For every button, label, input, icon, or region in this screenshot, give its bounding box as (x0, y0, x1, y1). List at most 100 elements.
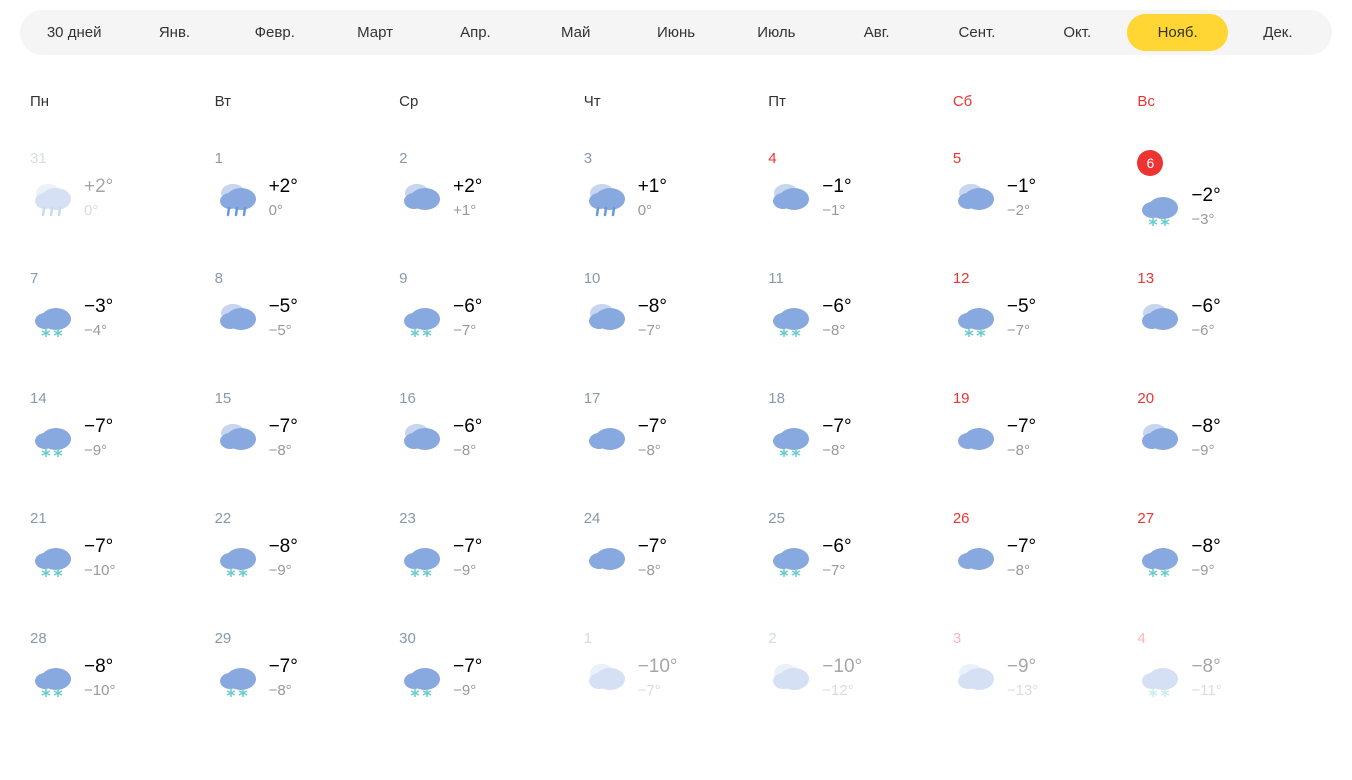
day-cell[interactable]: 3−9°−13° (953, 618, 1138, 738)
tab-9[interactable]: Сент. (927, 14, 1027, 51)
day-cell[interactable]: 23−7°−9° (399, 498, 584, 618)
day-cell[interactable]: 25 −6°−7° (768, 498, 953, 618)
temp-low: −7° (822, 562, 851, 579)
temp-high: −7° (84, 536, 115, 558)
day-cell[interactable]: 2 −10°−12° (768, 618, 953, 738)
temp-high: −9° (1007, 656, 1038, 678)
day-cell[interactable]: 24−7°−8° (584, 498, 769, 618)
day-cell[interactable]: 26−7°−8° (953, 498, 1138, 618)
month-tabs: 30 днейЯнв.Февр.МартАпр.МайИюньИюльАвг.С… (20, 10, 1332, 55)
temp-high: −6° (822, 296, 851, 318)
tab-7[interactable]: Июль (726, 14, 826, 51)
day-cell[interactable]: 20−8°−9° (1137, 378, 1322, 498)
tab-3[interactable]: Март (325, 14, 425, 51)
tab-0[interactable]: 30 дней (24, 14, 124, 51)
day-cell[interactable]: 30−7°−9° (399, 618, 584, 738)
tab-2[interactable]: Февр. (225, 14, 325, 51)
day-cell[interactable]: 11−6°−8° (768, 258, 953, 378)
rain-icon (30, 175, 74, 219)
day-cell[interactable]: 16−6°−8° (399, 378, 584, 498)
day-date: 4 (1137, 630, 1322, 647)
day-row: −7°−8° (953, 415, 1138, 459)
day-cell[interactable]: 22−8°−9° (215, 498, 400, 618)
cloudy-icon (953, 655, 997, 699)
day-cell[interactable]: 14−7°−9° (30, 378, 215, 498)
day-cell[interactable]: 15−7°−8° (215, 378, 400, 498)
day-date: 25 (768, 510, 953, 527)
day-cell[interactable]: 13−6°−6° (1137, 258, 1322, 378)
day-cell[interactable]: 4−1°−1° (768, 138, 953, 258)
tab-6[interactable]: Июнь (626, 14, 726, 51)
day-cell[interactable]: 17 −7°−8° (584, 378, 769, 498)
day-temps: −7°−8° (638, 536, 667, 579)
tab-10[interactable]: Окт. (1027, 14, 1127, 51)
day-date: 11 (768, 270, 953, 287)
cloudy-icon (953, 175, 997, 219)
day-cell[interactable]: 21−7°−10° (30, 498, 215, 618)
day-temps: −7°−9° (84, 416, 113, 459)
day-cell[interactable]: 7−3°−4° (30, 258, 215, 378)
snow-icon (30, 655, 74, 699)
tab-11[interactable]: Нояб. (1127, 14, 1227, 51)
temp-low: 0° (84, 202, 113, 219)
tab-1[interactable]: Янв. (124, 14, 224, 51)
day-cell[interactable]: 4 −8°−11° (1137, 618, 1322, 738)
day-date: 26 (953, 510, 1138, 527)
day-date: 13 (1137, 270, 1322, 287)
day-row: −10°−7° (584, 655, 769, 699)
day-cell[interactable]: 29−7°−8° (215, 618, 400, 738)
tab-8[interactable]: Авг. (827, 14, 927, 51)
tab-5[interactable]: Май (526, 14, 626, 51)
temp-low: 0° (638, 202, 667, 219)
day-temps: −5°−5° (269, 296, 298, 339)
day-cell[interactable]: 1+2°0° (215, 138, 400, 258)
day-row: −1°−2° (953, 175, 1138, 219)
weekday-1: Вт (215, 85, 400, 118)
day-date: 6 (1137, 150, 1163, 176)
snow-icon (1137, 535, 1181, 579)
day-cell[interactable]: 12−5°−7° (953, 258, 1138, 378)
temp-low: −9° (84, 442, 113, 459)
day-date: 5 (953, 150, 1138, 167)
day-date: 7 (30, 270, 215, 287)
day-row: −7°−8° (215, 655, 400, 699)
cloudy-icon (399, 415, 443, 459)
day-row: −5°−5° (215, 295, 400, 339)
day-cell[interactable]: 19−7°−8° (953, 378, 1138, 498)
day-temps: −8°−10° (84, 656, 115, 699)
day-cell[interactable]: 27−8°−9° (1137, 498, 1322, 618)
day-date: 21 (30, 510, 215, 527)
day-temps: −8°−9° (1191, 536, 1220, 579)
snow-icon (768, 415, 812, 459)
day-row: −7°−8° (584, 415, 769, 459)
temp-high: −8° (1191, 536, 1220, 558)
temp-high: +1° (638, 176, 667, 198)
day-date: 17 (584, 390, 769, 407)
tab-12[interactable]: Дек. (1228, 14, 1328, 51)
day-cell[interactable]: 10−8°−7° (584, 258, 769, 378)
day-cell[interactable]: 5 −1°−2° (953, 138, 1138, 258)
day-row: −8°−11° (1137, 655, 1322, 699)
day-cell[interactable]: 18−7°−8° (768, 378, 953, 498)
day-temps: −10°−12° (822, 656, 862, 699)
temp-high: −10° (638, 656, 678, 678)
day-row: −8°−9° (215, 535, 400, 579)
day-row: −6°−7° (768, 535, 953, 579)
day-cell[interactable]: 3+1°0° (584, 138, 769, 258)
day-row: −1°−1° (768, 175, 953, 219)
cloudy-icon (1137, 415, 1181, 459)
day-cell[interactable]: 28−8°−10° (30, 618, 215, 738)
day-cell[interactable]: 6−2°−3° (1137, 138, 1322, 258)
calendar-grid: 31+2°0°1+2°0°2+2°+1°3+1°0°4−1°−1°5−1°−2°… (20, 138, 1332, 738)
day-cell[interactable]: 1−10°−7° (584, 618, 769, 738)
day-temps: −6°−8° (453, 416, 482, 459)
day-cell[interactable]: 2+2°+1° (399, 138, 584, 258)
day-cell[interactable]: 31+2°0° (30, 138, 215, 258)
day-date: 20 (1137, 390, 1322, 407)
day-cell[interactable]: 9−6°−7° (399, 258, 584, 378)
day-cell[interactable]: 8−5°−5° (215, 258, 400, 378)
temp-high: −7° (638, 416, 667, 438)
day-date: 2 (768, 630, 953, 647)
tab-4[interactable]: Апр. (425, 14, 525, 51)
day-row: −7°−8° (215, 415, 400, 459)
